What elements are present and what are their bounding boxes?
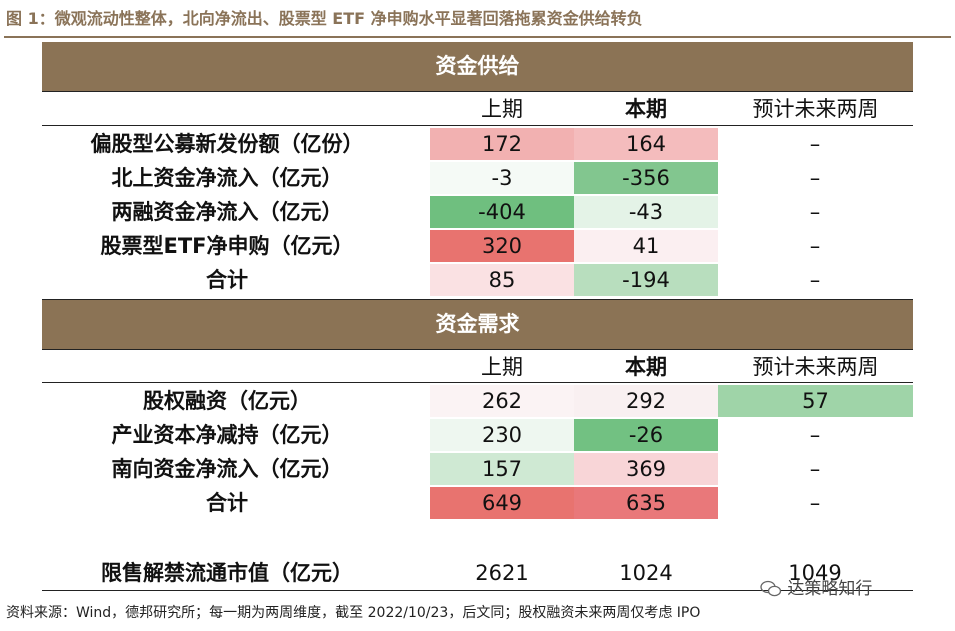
supply-cell-curr: 164	[574, 128, 718, 160]
supply-cell-next: –	[809, 234, 821, 258]
supply-col-prev: 上期	[481, 97, 523, 121]
supply-col-curr: 本期	[625, 97, 667, 121]
demand-cell-prev: 157	[430, 453, 574, 485]
demand-cell-next: –	[809, 457, 821, 481]
watermark-text: 达策略知行	[787, 579, 873, 599]
supply-cell-curr: -194	[574, 264, 718, 296]
supply-cell-next: –	[809, 268, 821, 292]
watermark: 达策略知行	[760, 574, 872, 599]
bottom-rule	[42, 590, 913, 591]
wechat-icon	[760, 580, 782, 598]
demand-header: 资金需求	[42, 300, 913, 349]
supply-cell-next: –	[809, 166, 821, 190]
demand-cell-next: 57	[718, 385, 913, 417]
supply-cell-curr: 41	[574, 230, 718, 262]
demand-row-label: 合计	[206, 491, 248, 515]
demand-cell-next: –	[809, 423, 821, 447]
demand-cell-curr: 369	[574, 453, 718, 485]
supply-header: 资金供给	[42, 42, 913, 91]
demand-col-curr: 本期	[625, 355, 667, 379]
supply-cell-next: –	[809, 200, 821, 224]
supply-cell-next: –	[809, 132, 821, 156]
demand-cell-prev: 262	[430, 385, 574, 417]
demand-row-label: 产业资本净减持（亿元）	[111, 423, 343, 447]
demand-cell-prev: 230	[430, 419, 574, 451]
supply-row-label: 两融资金净流入（亿元）	[111, 200, 343, 224]
supply-row-label: 合计	[206, 268, 248, 292]
supply-cell-prev: 85	[430, 264, 574, 296]
supply-cell-prev: -404	[430, 196, 574, 228]
demand-row-label: 股权融资（亿元）	[143, 389, 311, 413]
supply-row-label: 偏股型公募新发份额（亿份）	[90, 132, 364, 156]
demand-cell-prev: 649	[430, 487, 574, 519]
supply-cell-prev: -3	[430, 162, 574, 194]
supply-col-next: 预计未来两周	[752, 97, 879, 121]
supply-row-label: 股票型ETF净申购（亿元）	[100, 234, 354, 258]
demand-colhead-underline	[42, 382, 913, 383]
supply-cell-curr: -356	[574, 162, 718, 194]
demand-cell-next: –	[809, 491, 821, 515]
supply-header-underline	[42, 91, 913, 92]
lockup-label: 限售解禁流通市值（亿元）	[101, 561, 353, 585]
supply-row-label: 北上资金净流入（亿元）	[111, 166, 343, 190]
supply-cell-prev: 172	[430, 128, 574, 160]
demand-col-prev: 上期	[481, 355, 523, 379]
demand-cell-curr: -26	[574, 419, 718, 451]
figure-title: 图 1：微观流动性整体，北向净流出、股票型 ETF 净申购水平显著回落拖累资金供…	[6, 9, 643, 28]
lockup-curr: 1024	[619, 561, 673, 585]
demand-header-overline	[42, 299, 913, 300]
demand-col-next: 预计未来两周	[752, 355, 879, 379]
supply-cell-prev: 320	[430, 230, 574, 262]
demand-cell-curr: 635	[574, 487, 718, 519]
demand-cell-curr: 292	[574, 385, 718, 417]
title-rule	[4, 36, 951, 38]
supply-cell-curr: -43	[574, 196, 718, 228]
lockup-next: 1049	[788, 561, 842, 585]
source-note: 资料来源：Wind，德邦研究所；每一期为两周维度，截至 2022/10/23，后…	[6, 605, 701, 621]
demand-header-underline	[42, 349, 913, 350]
lockup-prev: 2621	[475, 561, 529, 585]
demand-row-label: 南向资金净流入（亿元）	[111, 457, 343, 481]
supply-colhead-underline	[42, 125, 913, 126]
